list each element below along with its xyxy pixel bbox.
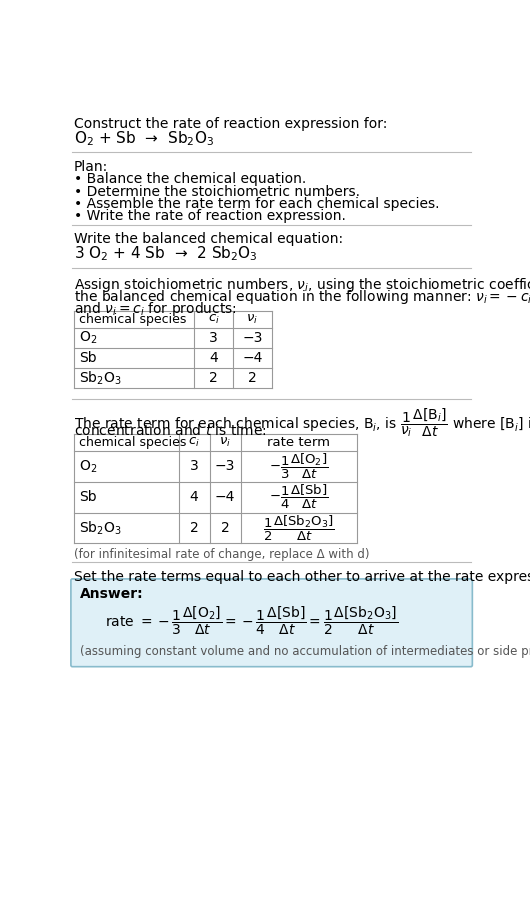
Text: (assuming constant volume and no accumulation of intermediates or side products): (assuming constant volume and no accumul… — [80, 645, 530, 658]
Text: concentration and $t$ is time:: concentration and $t$ is time: — [74, 423, 267, 439]
Text: Assign stoichiometric numbers, $\nu_i$, using the stoichiometric coefficients, $: Assign stoichiometric numbers, $\nu_i$, … — [74, 276, 530, 294]
Text: chemical species: chemical species — [78, 313, 186, 326]
Text: the balanced chemical equation in the following manner: $\nu_i = -c_i$ for react: the balanced chemical equation in the fo… — [74, 288, 530, 306]
Text: $-\dfrac{1}{3}\dfrac{\Delta[\mathrm{O_2}]}{\Delta t}$: $-\dfrac{1}{3}\dfrac{\Delta[\mathrm{O_2}… — [269, 452, 329, 481]
Text: Plan:: Plan: — [74, 160, 108, 174]
Text: 3: 3 — [190, 460, 199, 473]
Text: $\nu_i$: $\nu_i$ — [246, 313, 258, 326]
Text: • Balance the chemical equation.: • Balance the chemical equation. — [74, 172, 306, 187]
Text: 2: 2 — [209, 371, 218, 385]
Text: $\dfrac{1}{2}\dfrac{\Delta[\mathrm{Sb_2O_3}]}{\Delta t}$: $\dfrac{1}{2}\dfrac{\Delta[\mathrm{Sb_2O… — [263, 513, 334, 542]
Text: $c_i$: $c_i$ — [188, 436, 200, 450]
Text: 3: 3 — [209, 331, 218, 345]
Text: Sb: Sb — [78, 490, 96, 504]
FancyBboxPatch shape — [71, 579, 472, 667]
Text: Construct the rate of reaction expression for:: Construct the rate of reaction expressio… — [74, 116, 387, 131]
Text: 4: 4 — [209, 351, 218, 365]
Text: 3 O$_2$ + 4 Sb  →  2 Sb$_2$O$_3$: 3 O$_2$ + 4 Sb → 2 Sb$_2$O$_3$ — [74, 245, 258, 263]
Text: O$_2$: O$_2$ — [78, 329, 97, 346]
Text: $c_i$: $c_i$ — [208, 313, 219, 326]
Text: Sb$_2$O$_3$: Sb$_2$O$_3$ — [78, 369, 121, 387]
Text: 2: 2 — [248, 371, 257, 385]
Text: rate term: rate term — [267, 436, 330, 450]
Text: O$_2$ + Sb  →  Sb$_2$O$_3$: O$_2$ + Sb → Sb$_2$O$_3$ — [74, 129, 214, 148]
Text: • Write the rate of reaction expression.: • Write the rate of reaction expression. — [74, 209, 346, 223]
Text: • Assemble the rate term for each chemical species.: • Assemble the rate term for each chemic… — [74, 197, 439, 211]
Text: 2: 2 — [190, 521, 199, 535]
Text: −4: −4 — [215, 490, 235, 504]
Text: $\nu_i$: $\nu_i$ — [219, 436, 231, 450]
Text: −3: −3 — [242, 331, 262, 345]
Text: O$_2$: O$_2$ — [78, 459, 97, 475]
Text: Write the balanced chemical equation:: Write the balanced chemical equation: — [74, 232, 343, 247]
Text: $-\dfrac{1}{4}\dfrac{\Delta[\mathrm{Sb}]}{\Delta t}$: $-\dfrac{1}{4}\dfrac{\Delta[\mathrm{Sb}]… — [269, 483, 329, 511]
Text: Sb: Sb — [78, 351, 96, 365]
Text: 4: 4 — [190, 490, 199, 504]
Text: −4: −4 — [242, 351, 262, 365]
Text: rate $= -\dfrac{1}{3}\dfrac{\Delta[\mathrm{O_2}]}{\Delta t} = -\dfrac{1}{4}\dfra: rate $= -\dfrac{1}{3}\dfrac{\Delta[\math… — [105, 604, 398, 637]
Text: Sb$_2$O$_3$: Sb$_2$O$_3$ — [78, 520, 121, 537]
Text: (for infinitesimal rate of change, replace Δ with d): (for infinitesimal rate of change, repla… — [74, 548, 369, 561]
Text: chemical species: chemical species — [78, 436, 186, 450]
Text: 2: 2 — [221, 521, 229, 535]
Text: Set the rate terms equal to each other to arrive at the rate expression:: Set the rate terms equal to each other t… — [74, 570, 530, 583]
Text: and $\nu_i = c_i$ for products:: and $\nu_i = c_i$ for products: — [74, 300, 237, 318]
Text: • Determine the stoichiometric numbers.: • Determine the stoichiometric numbers. — [74, 185, 360, 198]
Text: Answer:: Answer: — [80, 587, 144, 601]
Text: −3: −3 — [215, 460, 235, 473]
Text: The rate term for each chemical species, B$_i$, is $\dfrac{1}{\nu_i}\dfrac{\Delt: The rate term for each chemical species,… — [74, 407, 530, 440]
